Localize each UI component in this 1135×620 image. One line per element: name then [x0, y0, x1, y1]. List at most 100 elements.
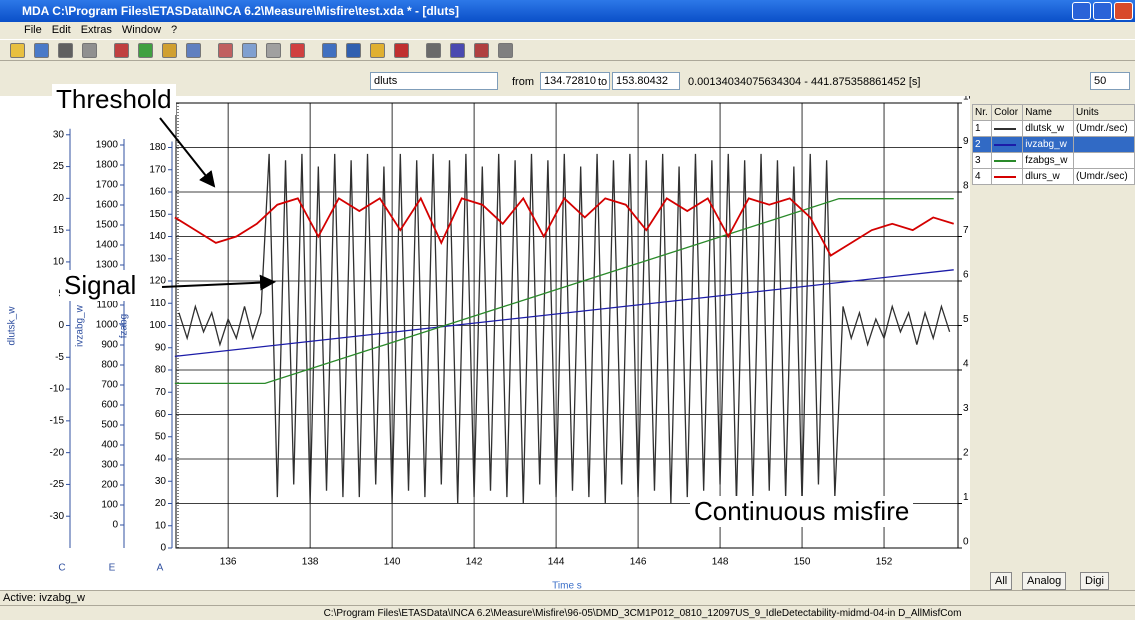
y-tick-label: 800: [101, 360, 118, 371]
y-axis-label: ivzabg_w: [75, 304, 86, 346]
toolbar-button[interactable]: [114, 43, 129, 58]
series-line: [174, 196, 954, 257]
range-bar: dluts from 134.72810 to 153.80432 0.0013…: [0, 72, 1135, 96]
menu-bar: File Edit Extras Window?: [0, 22, 1135, 39]
toolbar-button[interactable]: [162, 43, 177, 58]
x-tick-label: 144: [548, 557, 565, 568]
legend-swatch: [994, 175, 1017, 178]
y-tick-label: 80: [155, 365, 167, 376]
zoom-field[interactable]: 50: [1090, 72, 1130, 90]
minimize-button[interactable]: [1072, 2, 1091, 20]
legend-row[interactable]: 3 fzabgs_w: [971, 152, 1135, 169]
legend-name: ivzabg_w: [1022, 136, 1075, 153]
legend-units: (Umdr./sec): [1073, 168, 1135, 185]
toolbar-button[interactable]: [242, 43, 257, 58]
legend-color: [991, 136, 1024, 153]
toolbar-button[interactable]: [290, 43, 305, 58]
title-bar: MDA C:\Program Files\ETASData\INCA 6.2\M…: [0, 0, 1135, 22]
toolbar-button[interactable]: [58, 43, 73, 58]
toolbar-button[interactable]: [34, 43, 49, 58]
toolbar-button[interactable]: [498, 43, 513, 58]
y2-tick-label: 3: [963, 403, 969, 414]
y-tick-label: -10: [50, 384, 65, 395]
legend-row[interactable]: 1 dlutsk_w (Umdr./sec): [971, 120, 1135, 137]
toolbar-button[interactable]: [346, 43, 361, 58]
maximize-button[interactable]: [1093, 2, 1112, 20]
window-title: MDA C:\Program Files\ETASData\INCA 6.2\M…: [22, 4, 459, 18]
y-tick-label: 20: [53, 193, 65, 204]
toolbar-button[interactable]: [218, 43, 233, 58]
toolbar-button[interactable]: [370, 43, 385, 58]
legend-units: [1073, 152, 1135, 169]
legend-swatch: [994, 143, 1017, 146]
toolbar-button[interactable]: [474, 43, 489, 58]
legend-header-cell: Units: [1073, 104, 1135, 121]
legend-color: [991, 120, 1024, 137]
toolbar-button[interactable]: [138, 43, 153, 58]
to-field[interactable]: 153.80432: [612, 72, 680, 90]
y-tick-label: 90: [155, 342, 167, 353]
annotation: Signal: [60, 270, 141, 301]
status-active: Active: ivzabg_w: [3, 592, 85, 604]
status-bar: Active: ivzabg_w: [0, 590, 1135, 605]
toolbar-button[interactable]: [10, 43, 25, 58]
y-tick-label: 200: [101, 480, 118, 491]
y-tick-label: 130: [149, 253, 166, 264]
y-tick-label: 40: [155, 454, 167, 465]
y-tick-label: 70: [155, 387, 167, 398]
from-field[interactable]: 134.72810: [540, 72, 610, 90]
file-path: C:\Program Files\ETASData\INCA 6.2\Measu…: [323, 608, 962, 619]
signal-select[interactable]: dluts: [370, 72, 498, 90]
legend-name: dlutsk_w: [1022, 120, 1075, 137]
x-tick-label: 142: [466, 557, 483, 568]
y-tick-label: 1100: [96, 300, 118, 311]
y-tick-label: 10: [155, 520, 167, 531]
axis-letter: E: [109, 563, 116, 574]
toolbar-button[interactable]: [426, 43, 441, 58]
legend-name: fzabgs_w: [1022, 152, 1075, 169]
legend-row[interactable]: 4 dlurs_w (Umdr./sec): [971, 168, 1135, 185]
y-tick-label: 110: [150, 298, 166, 309]
legend-header-cell: Nr.: [971, 104, 993, 121]
toolbar-button[interactable]: [186, 43, 201, 58]
annotation: Threshold: [52, 84, 176, 115]
y-tick-label: 400: [101, 440, 118, 451]
toolbar-button[interactable]: [322, 43, 337, 58]
y-tick-label: 1400: [96, 240, 119, 251]
y-tick-label: 15: [53, 225, 65, 236]
y-tick-label: -5: [55, 352, 64, 363]
y-tick-label: 1000: [96, 320, 119, 331]
menu-item[interactable]: Window: [121, 24, 162, 36]
y-tick-label: 100: [149, 320, 166, 331]
legend-table: Nr. Color Name Units 1 dlutsk_w (Umdr./sec) 2 iv…: [971, 104, 1135, 185]
y-tick-label: -30: [50, 511, 65, 522]
menu-item[interactable]: Extras: [80, 24, 112, 36]
y-tick-label: -25: [50, 479, 65, 490]
y-tick-label: 60: [155, 409, 167, 420]
y2-tick-label: 6: [963, 270, 969, 281]
menu-item[interactable]: ?: [171, 24, 178, 36]
toolbar-button[interactable]: [450, 43, 465, 58]
legend-name: dlurs_w: [1022, 168, 1075, 185]
tab[interactable]: Analog: [1022, 572, 1067, 590]
y-tick-label: 100: [101, 500, 118, 511]
axis-letter: C: [58, 563, 65, 574]
menu-item[interactable]: File: [24, 24, 42, 36]
y-tick-label: 170: [149, 164, 166, 175]
tab[interactable]: Digi: [1080, 572, 1109, 590]
close-button[interactable]: [1114, 2, 1133, 20]
menu-item[interactable]: Edit: [51, 24, 71, 36]
toolbar-button[interactable]: [394, 43, 409, 58]
legend-header-cell: Color: [991, 104, 1024, 121]
y-tick-label: 1500: [96, 220, 119, 231]
toolbar-button[interactable]: [82, 43, 97, 58]
toolbar-button[interactable]: [266, 43, 281, 58]
legend-row[interactable]: 2 ivzabg_w: [971, 136, 1135, 153]
range-text: 0.00134034075634304 - 441.875358861452 […: [688, 76, 921, 88]
y-tick-label: 900: [101, 340, 118, 351]
y-tick-label: 10: [53, 257, 65, 268]
tab[interactable]: All: [990, 572, 1013, 590]
legend-units: [1073, 136, 1135, 153]
y-tick-label: 30: [155, 476, 167, 487]
